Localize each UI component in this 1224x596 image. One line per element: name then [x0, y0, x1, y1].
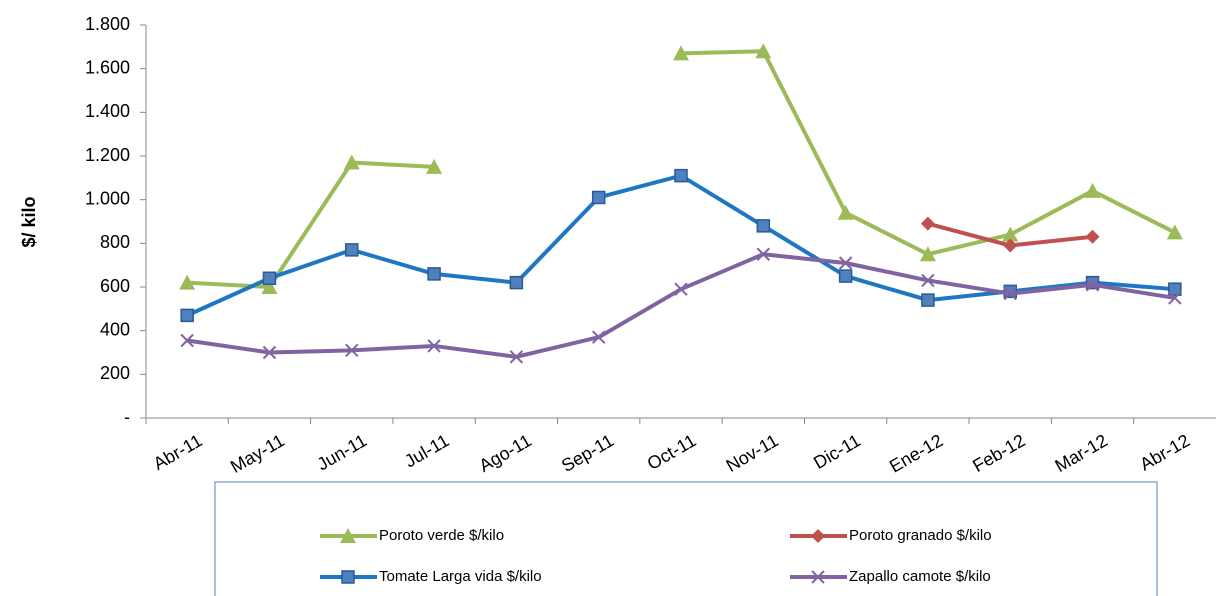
point	[673, 45, 689, 61]
point	[674, 168, 688, 183]
point	[755, 43, 772, 59]
x-tick-label: Ene-12	[886, 430, 946, 476]
x-tick-label: Abr-11	[150, 430, 206, 474]
point	[180, 308, 194, 323]
point	[920, 216, 935, 231]
point	[1002, 226, 1019, 242]
point	[262, 345, 277, 360]
legend-marker	[340, 528, 356, 543]
y-tick-label: 600	[100, 276, 130, 296]
point	[674, 282, 688, 296]
point	[427, 267, 441, 281]
y-axis-label: $/ kilo	[19, 196, 39, 247]
legend-marker	[811, 529, 825, 543]
point	[179, 274, 196, 290]
legend-label: Poroto granado $/kilo	[849, 527, 992, 544]
point	[1085, 229, 1100, 244]
point	[426, 158, 443, 174]
x-tick-label: Jul-11	[401, 430, 452, 471]
point	[921, 273, 935, 288]
point	[919, 246, 936, 262]
x-tick-label: May-11	[227, 430, 288, 477]
y-tick-label: 1.600	[85, 57, 130, 77]
point	[1085, 278, 1100, 292]
series-line	[186, 252, 1176, 359]
legend-label: Poroto verde $/kilo	[379, 527, 504, 544]
x-tick-label: Sep-11	[558, 430, 617, 476]
point	[1166, 224, 1183, 240]
y-tick-label: 1.000	[85, 188, 130, 208]
point	[345, 343, 359, 358]
legend-label: Zapallo camote $/kilo	[849, 568, 991, 585]
legend-label: Tomate Larga vida $/kilo	[379, 568, 542, 585]
point	[345, 243, 359, 257]
point	[1168, 291, 1182, 305]
point	[838, 269, 853, 283]
point	[343, 154, 360, 170]
point	[838, 256, 853, 270]
x-tick-label: Mar-12	[1052, 430, 1111, 476]
point	[1084, 182, 1101, 198]
point	[261, 279, 278, 294]
x-tick-label: Oct-11	[644, 430, 700, 474]
x-tick-label: Dic-11	[810, 430, 864, 473]
point	[837, 204, 854, 220]
x-tick-label: Ago-11	[476, 430, 535, 476]
x-tick-label: Jun-11	[314, 430, 371, 474]
point	[591, 330, 606, 344]
legend-marker	[811, 570, 825, 584]
point	[756, 247, 771, 261]
legend-marker	[341, 570, 355, 584]
point	[509, 275, 524, 290]
point	[427, 339, 441, 353]
y-tick-label: 400	[100, 319, 130, 339]
point	[262, 271, 277, 286]
y-tick-label: 1.800	[85, 14, 130, 34]
y-tick-label: 800	[100, 232, 130, 252]
point	[1003, 238, 1018, 253]
point	[509, 350, 524, 364]
y-tick-label: 1.400	[85, 101, 130, 121]
point	[1168, 282, 1182, 296]
y-tick-label: 200	[100, 363, 130, 383]
x-tick-label: Abr-12	[1136, 430, 1193, 474]
point	[921, 293, 935, 307]
point	[591, 190, 606, 205]
y-tick-label: 1.200	[85, 145, 130, 165]
point	[1003, 286, 1017, 301]
point	[180, 333, 194, 348]
y-tick-label: -	[124, 407, 130, 427]
x-tick-label: Nov-11	[723, 430, 782, 476]
x-tick-label: Feb-12	[969, 430, 1028, 476]
point	[756, 219, 771, 233]
